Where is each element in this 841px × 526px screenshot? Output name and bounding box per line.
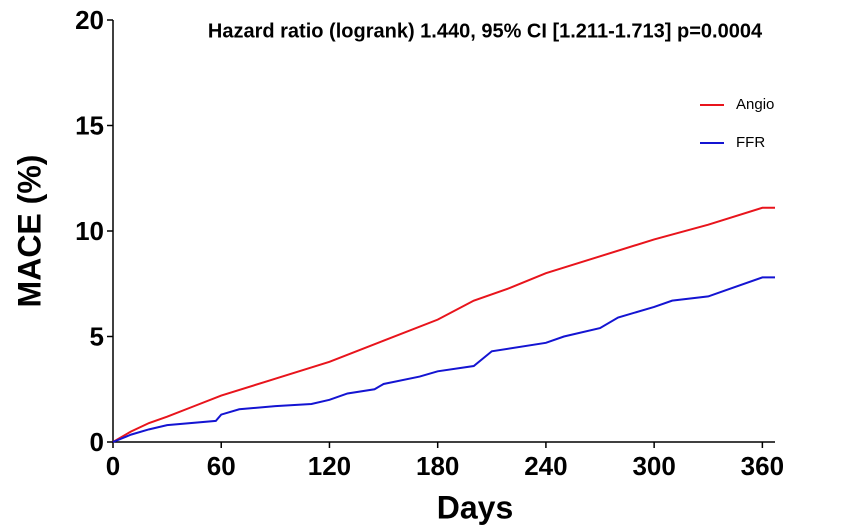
- legend-label: Angio: [736, 96, 774, 113]
- y-tick-label: 5: [90, 321, 104, 351]
- series-line: [112, 206, 775, 443]
- y-axis-label: MACE (%): [11, 155, 47, 308]
- y-tick-label: 20: [75, 5, 104, 35]
- x-tick-label: 300: [632, 451, 675, 481]
- x-tick-label: 120: [308, 451, 351, 481]
- y-tick-label: 10: [75, 216, 104, 246]
- x-axis-label: Days: [437, 489, 514, 525]
- x-tick-label: 60: [207, 451, 236, 481]
- x-tick-label: 0: [106, 451, 120, 481]
- legend-label: FFR: [736, 134, 765, 151]
- chart-title: Hazard ratio (logrank) 1.440, 95% CI [1.…: [208, 20, 763, 42]
- x-tick-label: 240: [524, 451, 567, 481]
- y-tick-label: 0: [90, 427, 104, 457]
- x-tick-label: 360: [741, 451, 784, 481]
- x-tick-label: 180: [416, 451, 459, 481]
- series-line: [112, 276, 775, 443]
- y-tick-label: 15: [75, 110, 104, 140]
